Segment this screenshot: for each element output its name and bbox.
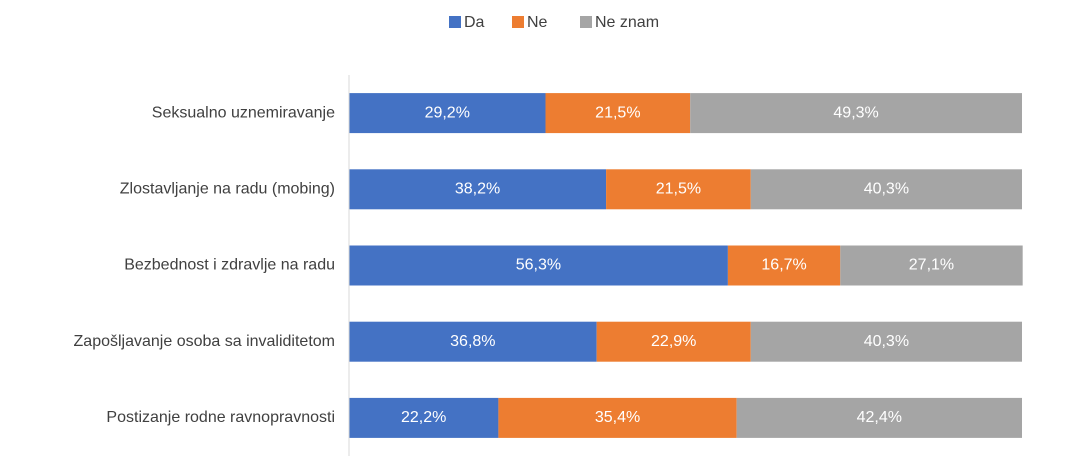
data-label: 49,3% <box>833 104 878 121</box>
data-label: 22,9% <box>651 333 696 350</box>
data-label: 40,3% <box>864 333 909 350</box>
bar-segment <box>349 169 607 210</box>
legend-swatch <box>512 16 524 28</box>
legend-label: Da <box>464 14 485 31</box>
data-label: 35,4% <box>595 409 640 426</box>
data-label: 22,2% <box>401 409 446 426</box>
bar-segment <box>545 93 691 134</box>
data-label: 42,4% <box>857 409 902 426</box>
bar-segment <box>349 397 499 438</box>
legend-swatch <box>580 16 592 28</box>
data-label: 36,8% <box>450 333 495 350</box>
data-label: 40,3% <box>864 181 909 198</box>
y-tick-label: Zapošljavanje osoba sa invaliditetom <box>74 333 335 350</box>
bar-segment <box>349 93 546 134</box>
data-label: 56,3% <box>516 257 561 274</box>
legend-label: Ne <box>527 14 548 31</box>
y-tick-label: Bezbednost i zdravlje na radu <box>124 257 335 274</box>
y-tick-label: Seksualno uznemiravanje <box>152 104 335 121</box>
data-label: 29,2% <box>425 104 470 121</box>
bar-segment <box>349 245 728 286</box>
legend-label: Ne znam <box>595 14 659 31</box>
bar-segment <box>750 169 1022 210</box>
bar-segment <box>750 321 1022 362</box>
bar-segment <box>727 245 841 286</box>
data-label: 21,5% <box>595 104 640 121</box>
bar-segment <box>840 245 1023 286</box>
bar-segment <box>606 169 751 210</box>
y-tick-label: Zlostavljanje na radu (mobing) <box>120 181 335 198</box>
y-tick-label: Postizanje rodne ravnopravnosti <box>106 409 335 426</box>
data-label: 27,1% <box>909 257 954 274</box>
bar-segment <box>349 321 597 362</box>
legend-swatch <box>449 16 461 28</box>
data-label: 21,5% <box>656 181 701 198</box>
data-label: 16,7% <box>761 257 806 274</box>
bar-segment <box>596 321 751 362</box>
bar-segment <box>498 397 737 438</box>
bar-segment <box>690 93 1022 134</box>
bar-segment <box>736 397 1022 438</box>
data-label: 38,2% <box>455 181 500 198</box>
